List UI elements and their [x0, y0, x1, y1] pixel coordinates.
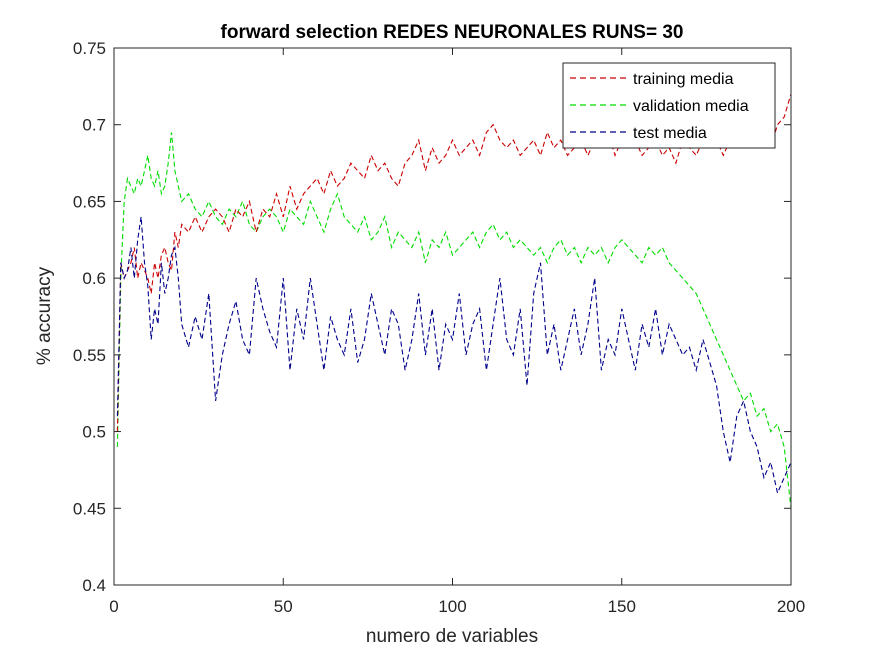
ticks-layer: 0 50 100 150 200 0.4 0.45 0.5 0.55 0.6 0.65 0.7 0.75	[73, 39, 805, 616]
y-axis-label: % accuracy	[34, 266, 55, 365]
series-line-test	[116, 216, 792, 495]
x-tick-label: 200	[777, 597, 805, 616]
y-tick-label: 0.65	[73, 192, 106, 211]
legend-label-validation: validation media	[633, 98, 749, 115]
series-line-training	[116, 93, 792, 432]
x-tick-label: 0	[109, 597, 118, 616]
legend-label-training: training media	[633, 71, 734, 88]
x-tick-label: 50	[274, 597, 293, 616]
y-tick-label: 0.75	[73, 39, 106, 58]
chart-title: forward selection REDES NEURONALES RUNS=…	[221, 22, 684, 43]
legend-label-test: test media	[633, 125, 707, 142]
y-tick-label: 0.6	[82, 269, 106, 288]
x-tick-label: 150	[608, 597, 636, 616]
y-tick-label: 0.7	[82, 116, 106, 135]
legend: training media validation media test med…	[562, 62, 776, 149]
y-tick-label: 0.45	[73, 499, 106, 518]
y-tick-label: 0.5	[82, 423, 106, 442]
x-axis-label: numero de variables	[366, 626, 538, 647]
x-tick-label: 100	[438, 597, 466, 616]
series-line-validation	[116, 132, 792, 509]
legend-box	[562, 62, 776, 149]
y-tick-label: 0.4	[82, 576, 106, 595]
series-layer	[116, 93, 792, 509]
y-tick-label: 0.55	[73, 346, 106, 365]
